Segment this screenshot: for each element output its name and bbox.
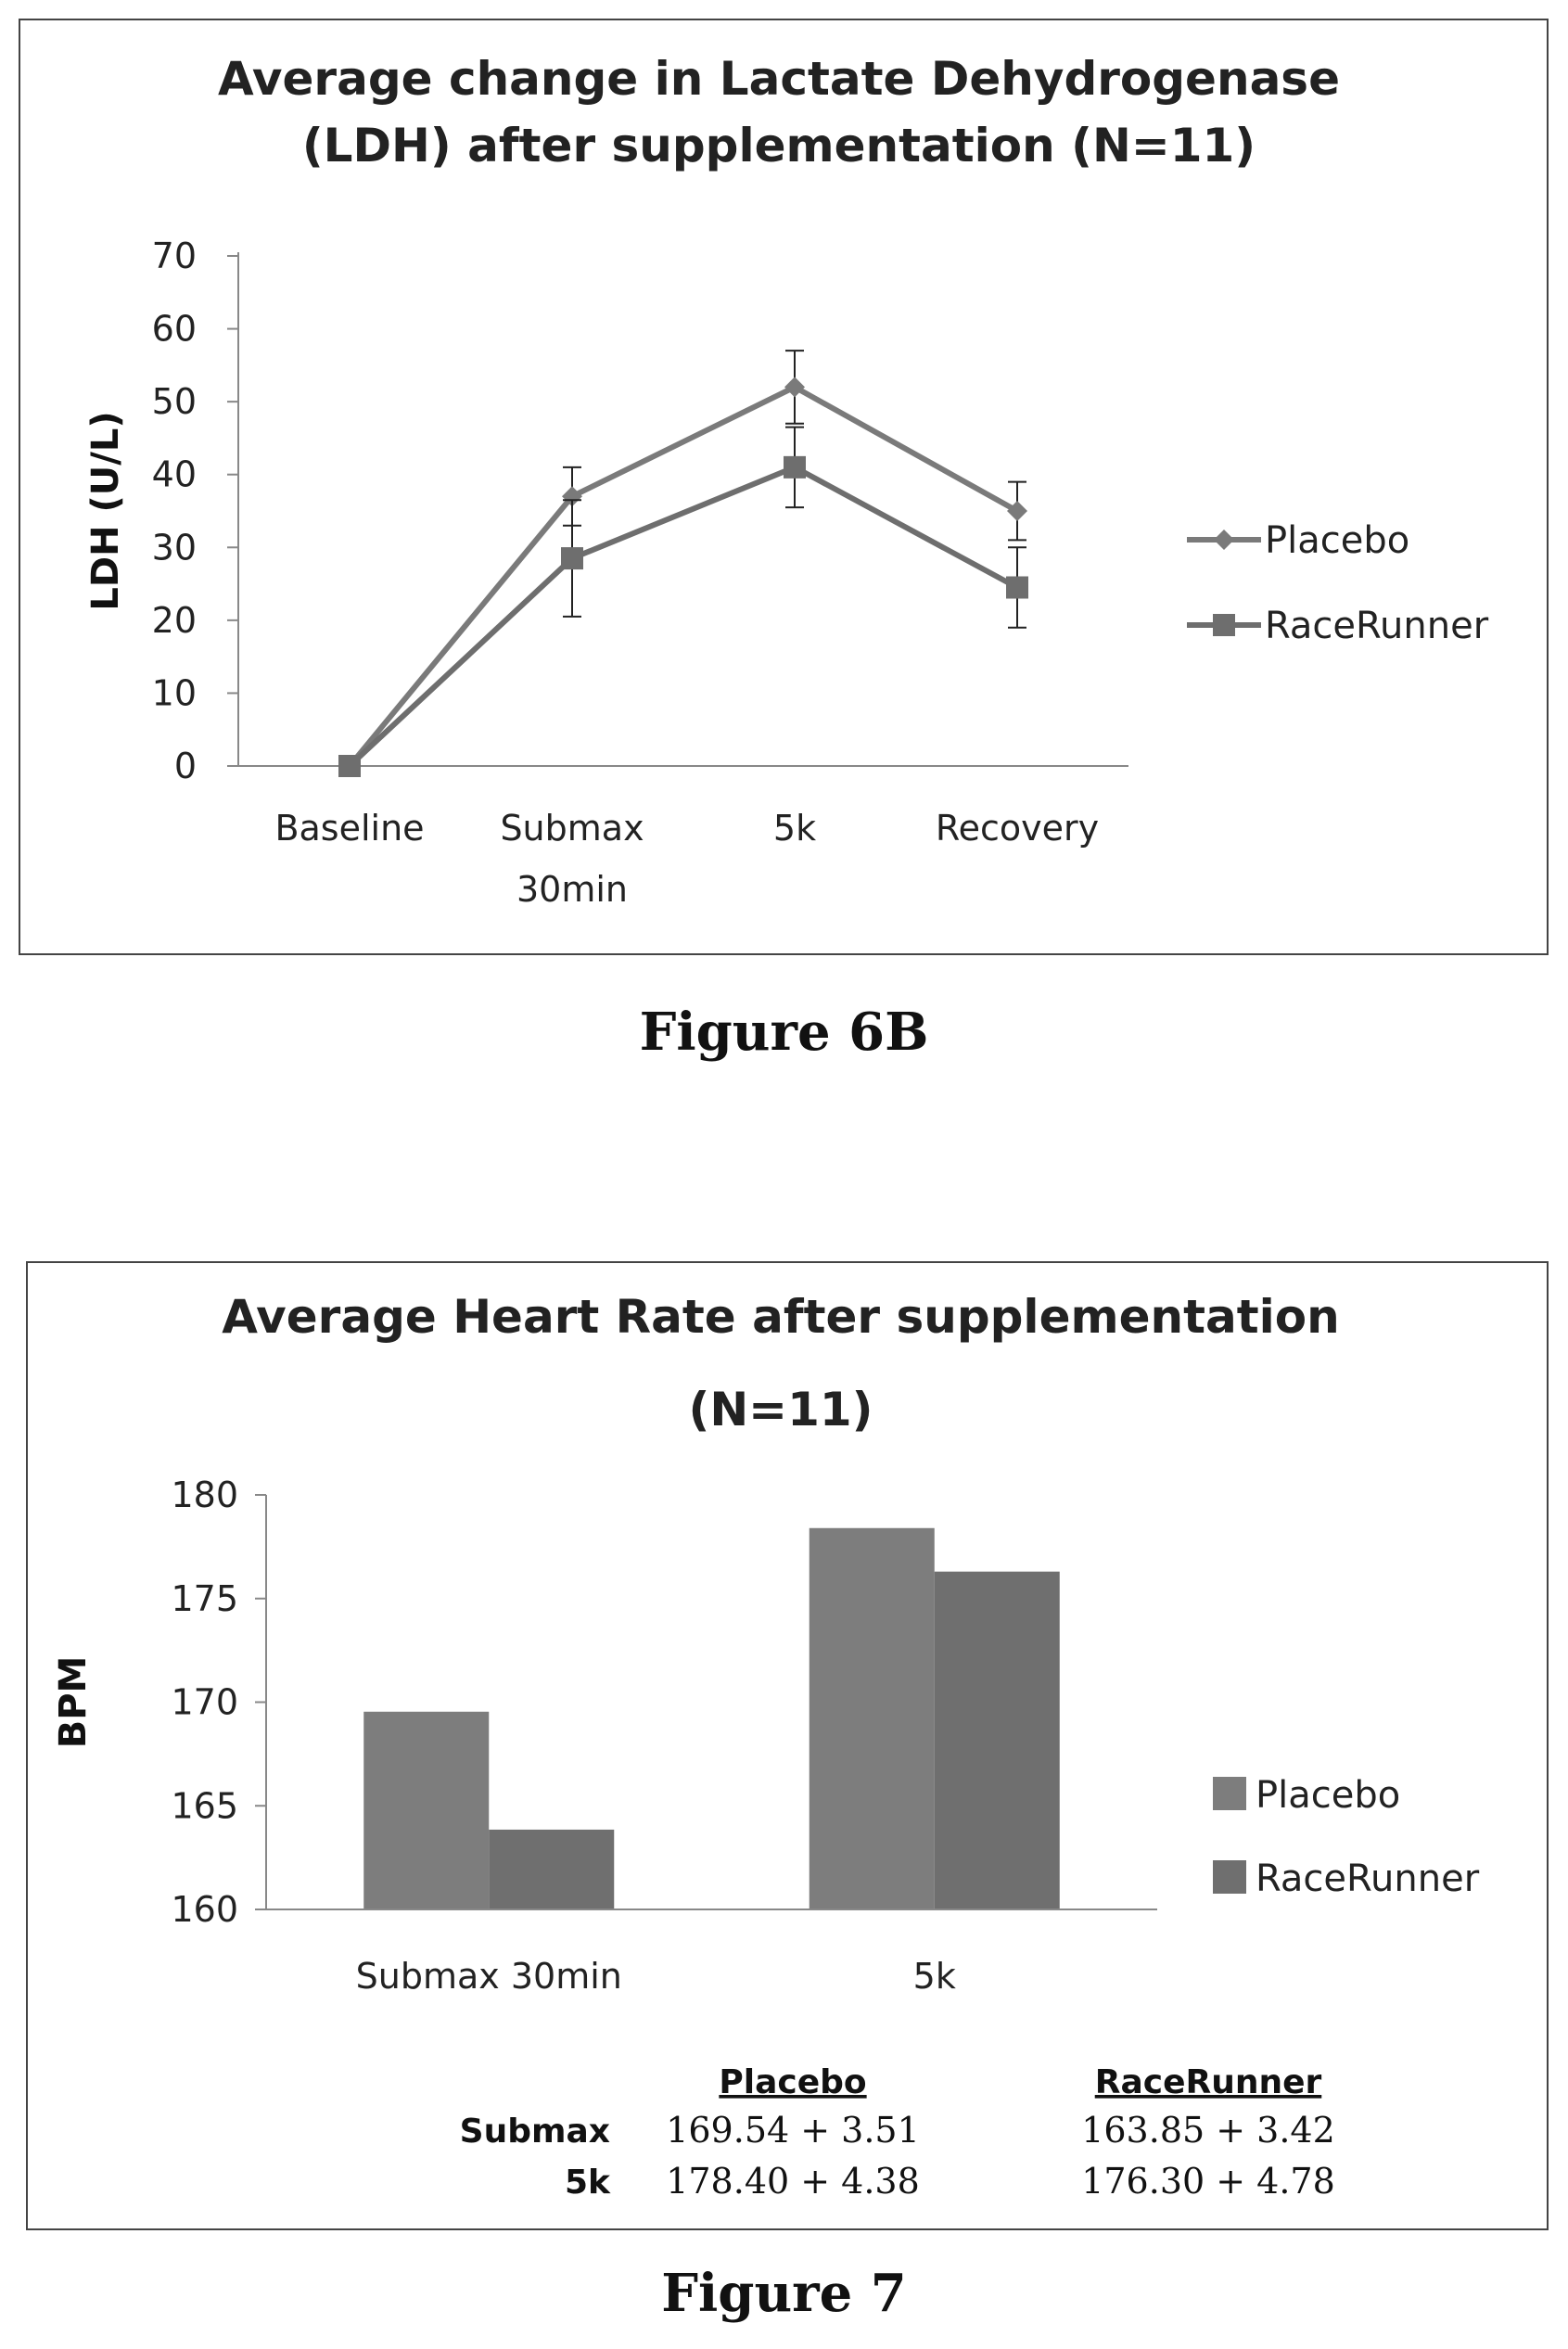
- x-tick-label: Submax 30min: [356, 1956, 622, 1997]
- chart-title-line: (LDH) after supplementation (N=11): [302, 119, 1256, 172]
- table-header-racerunner: RaceRunner: [1095, 2063, 1322, 2101]
- table-header-placebo: Placebo: [719, 2063, 866, 2101]
- x-tick-label: Submax: [500, 808, 644, 849]
- data-point-racerunner: [1006, 576, 1028, 599]
- heart-rate-bar-chart: Average Heart Rate after supplementation…: [52, 1290, 1480, 2202]
- y-tick-label: 170: [171, 1682, 238, 1723]
- table-cell: 169.54 + 3.51: [666, 2110, 920, 2151]
- legend-label-placebo: Placebo: [1265, 519, 1409, 562]
- table-row-label: 5k: [565, 2164, 611, 2202]
- legend-label-racerunner: RaceRunner: [1265, 605, 1489, 647]
- y-tick-label: 60: [152, 309, 197, 350]
- chart-title-line: Average Heart Rate after supplementation: [222, 1290, 1339, 1344]
- legend-label-placebo: Placebo: [1256, 1774, 1400, 1817]
- y-tick-label: 160: [171, 1889, 238, 1930]
- ldh-line-chart: Average change in Lactate Dehydrogenase (…: [84, 52, 1489, 910]
- x-tick-label: 30min: [516, 869, 628, 910]
- y-axis-title: LDH (U/L): [84, 411, 127, 610]
- y-tick-label: 40: [152, 454, 197, 495]
- table-row-label: Submax: [460, 2113, 610, 2151]
- data-point-racerunner: [561, 547, 583, 570]
- y-tick-label: 0: [174, 746, 197, 786]
- figure-7-caption: Figure 7: [661, 2263, 907, 2324]
- y-tick-label: 165: [171, 1785, 238, 1826]
- legend-marker-racerunner: [1213, 614, 1235, 636]
- x-tick-label: Recovery: [936, 808, 1099, 849]
- x-tick-label: Baseline: [274, 808, 424, 849]
- data-point-placebo: [562, 486, 582, 507]
- data-point-racerunner: [784, 455, 806, 479]
- bar-placebo: [363, 1711, 490, 1909]
- chart-title-line: (N=11): [688, 1383, 873, 1436]
- legend-swatch-racerunner: [1213, 1860, 1246, 1894]
- series-line-racerunner: [347, 464, 1019, 769]
- y-tick-label: 180: [171, 1475, 238, 1515]
- legend-swatch-placebo: [1213, 1777, 1246, 1810]
- data-point-placebo: [1007, 501, 1027, 521]
- x-tick-label: 5k: [913, 1956, 956, 1997]
- y-tick-label: 30: [152, 527, 197, 568]
- y-tick-label: 175: [171, 1578, 238, 1619]
- y-tick-label: 20: [152, 600, 197, 641]
- figure-6b-caption: Figure 6B: [639, 1002, 929, 1063]
- ldh-chart-panel: Average change in Lactate Dehydrogenase (…: [19, 19, 1549, 955]
- bar-racerunner: [489, 1829, 615, 1909]
- chart-title-line: Average change in Lactate Dehydrogenase: [218, 52, 1340, 106]
- x-tick-label: 5k: [773, 808, 816, 849]
- y-axis-title: BPM: [52, 1656, 95, 1749]
- bar-placebo: [809, 1527, 935, 1909]
- y-tick-label: 10: [152, 672, 197, 713]
- table-cell: 178.40 + 4.38: [666, 2161, 920, 2202]
- y-tick-label: 70: [152, 236, 197, 276]
- data-point-placebo: [784, 377, 805, 398]
- data-point-racerunner: [338, 755, 361, 777]
- legend-label-racerunner: RaceRunner: [1256, 1857, 1480, 1900]
- heart-rate-chart-panel: Average Heart Rate after supplementation…: [26, 1261, 1549, 2230]
- y-tick-label: 50: [152, 381, 197, 422]
- bar-racerunner: [934, 1571, 1060, 1909]
- series-line-placebo: [347, 384, 1019, 768]
- table-cell: 163.85 + 3.42: [1081, 2110, 1335, 2151]
- table-cell: 176.30 + 4.78: [1081, 2161, 1335, 2202]
- legend-marker-placebo: [1214, 530, 1234, 550]
